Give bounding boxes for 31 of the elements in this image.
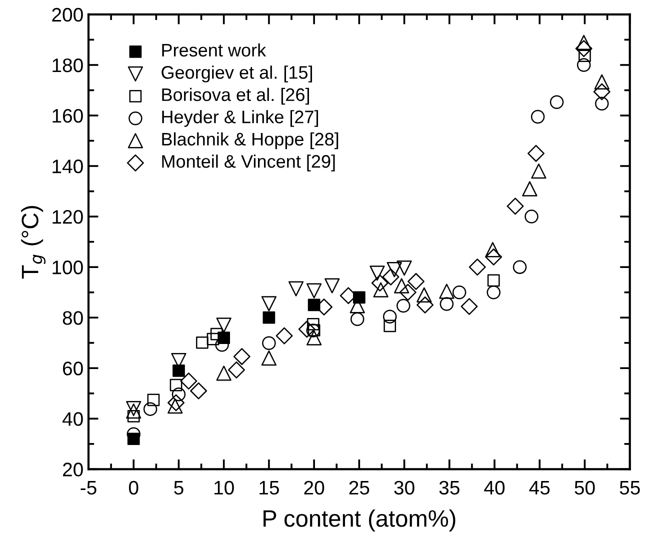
y-tick-label: 120: [52, 210, 83, 224]
x-tick-label: -5: [80, 481, 96, 495]
x-tick-label: 35: [439, 480, 460, 495]
x-tick-label: 30: [394, 480, 414, 495]
x-tick-label: 0: [128, 480, 138, 495]
legend-label: Borisova et al. [26]: [162, 88, 309, 105]
x-tick-label: 15: [260, 481, 279, 495]
y-tick-label: 140: [52, 159, 83, 174]
y-tick-label: 80: [62, 311, 83, 325]
x-axis-title: P content (atom%): [264, 510, 456, 532]
y-tick-label: 60: [63, 362, 83, 376]
x-tick-label: 25: [349, 480, 370, 495]
x-tick-label: 10: [214, 480, 234, 495]
legend-label: Blachnik & Hoppe [28]: [162, 132, 338, 150]
y-tick-label: 40: [62, 412, 83, 426]
y-tick-label: 180: [52, 58, 83, 72]
x-tick-label: 5: [174, 481, 184, 495]
x-tick-label: 40: [484, 480, 505, 495]
legend-label: Monteil & Vincent [29]: [162, 154, 335, 172]
x-tick-label: 50: [574, 480, 595, 495]
y-tick-label: 160: [52, 108, 83, 123]
y-axis-title: T$_{g}$ (°C): [21, 206, 46, 279]
x-tick-label: 45: [529, 481, 550, 495]
legend-label: Georgiev et al. [15]: [162, 66, 312, 82]
y-tick-label: 200: [52, 8, 83, 22]
legend-label: Present work: [162, 43, 266, 57]
legend-label: Heyder & Linke [27]: [162, 110, 318, 127]
y-tick-label: 100: [52, 260, 83, 274]
x-tick-label: 20: [304, 480, 324, 495]
x-tick-label: 55: [620, 481, 640, 495]
y-tick-label: 20: [62, 462, 83, 476]
